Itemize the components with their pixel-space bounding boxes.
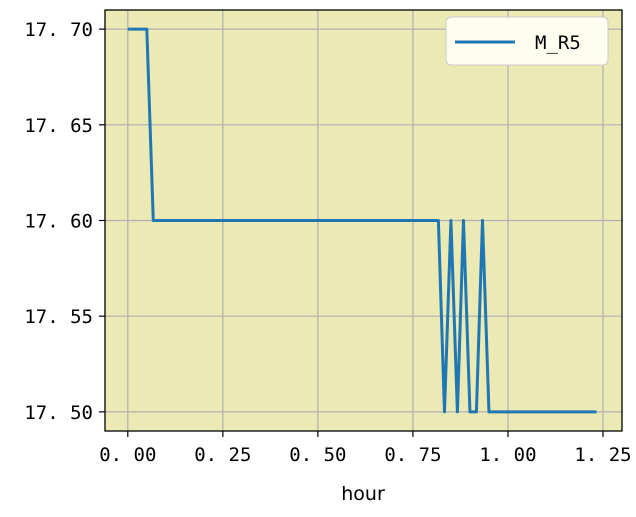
series-line-m-r5: [127, 27, 597, 414]
legend: M_R5: [445, 16, 609, 66]
legend-label-m-r5: M_R5: [535, 32, 581, 54]
x-axis-label: hour: [341, 483, 385, 505]
x-tick-label: 0. 75: [384, 444, 441, 466]
y-tick-label: 17. 70: [24, 19, 93, 41]
x-tick-label: 1. 00: [479, 444, 536, 466]
y-tick-label: 17. 65: [24, 115, 93, 137]
y-tick-label: 17. 50: [24, 402, 93, 424]
x-tick-label: 0. 00: [99, 444, 156, 466]
x-tick-label: 0. 50: [289, 444, 346, 466]
y-tick-label: 17. 55: [24, 306, 93, 328]
y-tick-label: 17. 60: [24, 211, 93, 233]
legend-box: [445, 16, 609, 66]
x-tick-label: 1. 25: [574, 444, 631, 466]
x-tick-label: 0. 25: [194, 444, 251, 466]
data-series: [127, 27, 597, 414]
y-axis: 17. 50 17. 55 17. 60 17. 65 17. 70: [24, 19, 105, 424]
x-axis: 0. 00 0. 25 0. 50 0. 75 1. 00 1. 25: [99, 431, 632, 466]
